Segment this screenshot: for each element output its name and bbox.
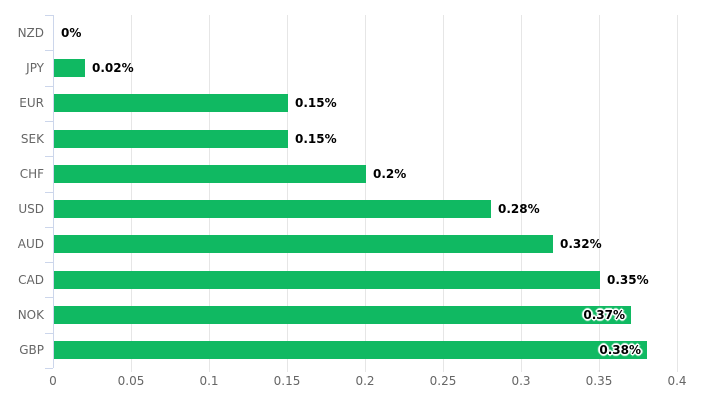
value-label: 0.2%: [373, 167, 407, 181]
y-axis-tick: [45, 368, 53, 369]
bar-aud[interactable]: [54, 235, 553, 253]
value-label: 0.38%: [599, 343, 641, 357]
value-label: 0.32%: [560, 237, 602, 251]
category-label: AUD: [17, 237, 44, 251]
x-gridline: [521, 15, 522, 372]
category-label: JPY: [26, 61, 44, 75]
y-axis-tick: [45, 156, 53, 157]
value-label: 0.15%: [295, 132, 337, 146]
y-axis-tick: [45, 50, 53, 51]
category-label: NZD: [17, 26, 44, 40]
x-axis-tick-label: 0.2: [355, 374, 375, 388]
category-label: CHF: [19, 167, 44, 181]
value-label: 0.35%: [607, 273, 649, 287]
bar-gbp[interactable]: [54, 341, 647, 359]
x-axis-tick-label: 0.05: [117, 374, 145, 388]
x-axis-tick-label: 0.4: [667, 374, 687, 388]
y-axis-tick: [45, 15, 53, 16]
category-label: CAD: [18, 273, 44, 287]
x-gridline: [443, 15, 444, 372]
x-axis-tick-label: 0: [49, 374, 57, 388]
value-label: 0.28%: [498, 202, 540, 216]
x-axis-tick-label: 0.15: [273, 374, 301, 388]
bar-jpy[interactable]: [54, 59, 85, 77]
y-axis-tick: [45, 121, 53, 122]
x-gridline: [287, 15, 288, 372]
y-axis-tick: [45, 333, 53, 334]
value-label: 0.37%: [583, 308, 625, 322]
y-axis-tick: [45, 86, 53, 87]
category-label: NOK: [17, 308, 44, 322]
x-gridline: [131, 15, 132, 372]
category-label: EUR: [19, 96, 44, 110]
x-gridline: [209, 15, 210, 372]
category-label: SEK: [20, 132, 44, 146]
y-axis-tick: [45, 192, 53, 193]
bar-sek[interactable]: [54, 130, 288, 148]
x-gridline: [599, 15, 600, 372]
category-label: USD: [18, 202, 44, 216]
bar-usd[interactable]: [54, 200, 491, 218]
y-axis-tick: [45, 297, 53, 298]
value-label: 0%: [61, 26, 82, 40]
bar-chf[interactable]: [54, 165, 366, 183]
x-gridline: [365, 15, 366, 372]
bar-eur[interactable]: [54, 94, 288, 112]
x-axis-tick-label: 0.35: [585, 374, 613, 388]
y-axis-line: [53, 15, 54, 368]
bar-nok[interactable]: [54, 306, 631, 324]
category-label: GBP: [19, 343, 44, 357]
y-axis-tick: [45, 227, 53, 228]
y-axis-tick: [45, 262, 53, 263]
x-axis-tick-label: 0.3: [511, 374, 531, 388]
x-gridline: [677, 15, 678, 372]
bar-cad[interactable]: [54, 271, 600, 289]
value-label: 0.02%: [92, 61, 134, 75]
x-axis-tick-label: 0.25: [429, 374, 457, 388]
x-axis-tick-label: 0.1: [199, 374, 219, 388]
value-label: 0.15%: [295, 96, 337, 110]
